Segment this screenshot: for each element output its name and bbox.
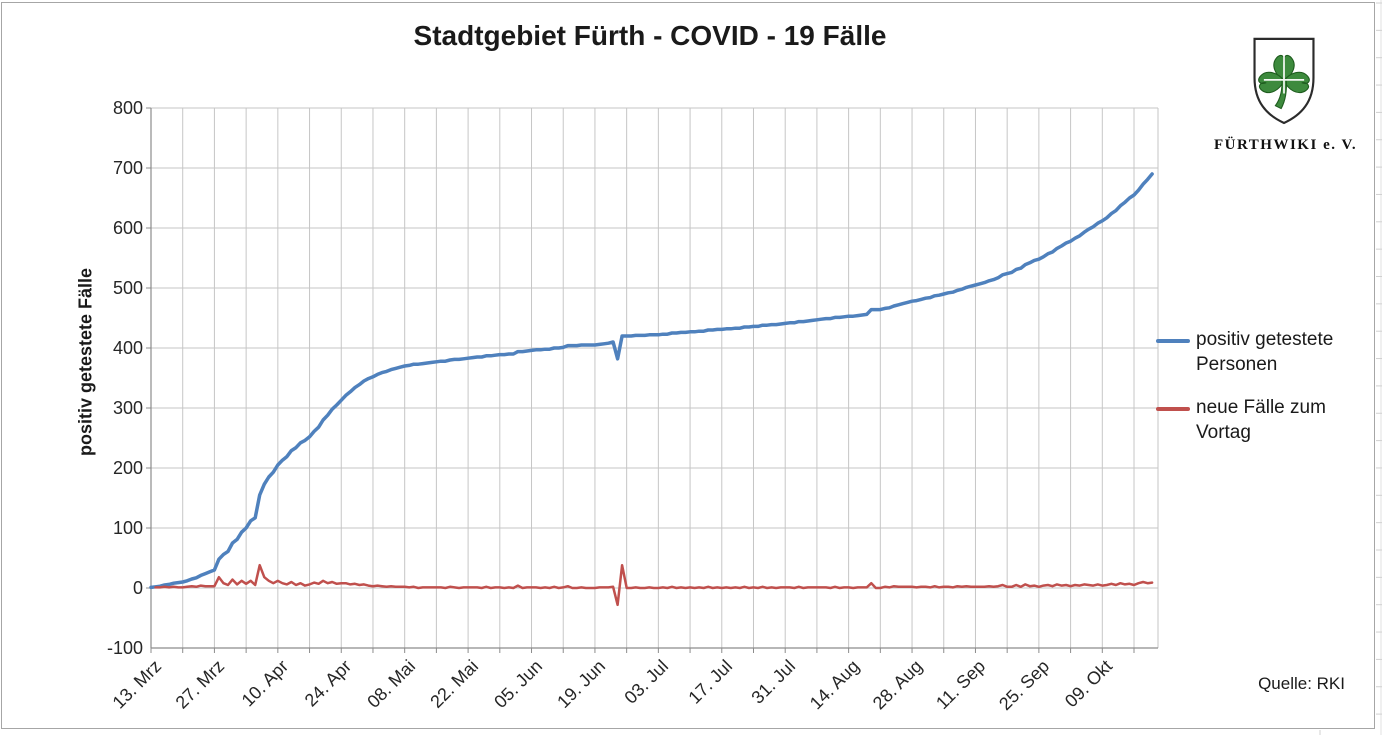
- legend-line-blue-icon: [1156, 339, 1190, 343]
- legend-item-new-cases: neue Fälle zum Vortag: [1156, 396, 1382, 445]
- y-tick-label: 700: [112, 158, 143, 178]
- y-tick-label: 600: [112, 218, 143, 238]
- logo-caption: FÜRTHWIKI e. V.: [1214, 137, 1358, 153]
- legend-label: positiv getestete Personen: [1196, 329, 1334, 375]
- furthwiki-logo: FÜRTHWIKI e. V.: [1214, 36, 1358, 154]
- clover-shield-icon: [1253, 37, 1315, 125]
- y-tick-label: 100: [112, 518, 143, 538]
- y-tick-label: 300: [112, 398, 143, 418]
- source-note: Quelle: RKI: [1258, 674, 1345, 693]
- y-tick-label: 200: [112, 458, 143, 478]
- y-tick-label: 400: [112, 338, 143, 358]
- y-tick-label: 500: [112, 278, 143, 298]
- y-tick-label: 800: [112, 98, 143, 118]
- legend-line-red-icon: [1156, 407, 1190, 411]
- y-tick-label: -100: [106, 638, 143, 658]
- legend-item-positive-cases: positiv getestete Personen: [1156, 328, 1382, 377]
- chart-title: Stadtgebiet Fürth - COVID - 19 Fälle: [413, 20, 887, 51]
- legend-label: neue Fälle zum Vortag: [1196, 397, 1326, 443]
- y-tick-label: 0: [132, 578, 143, 598]
